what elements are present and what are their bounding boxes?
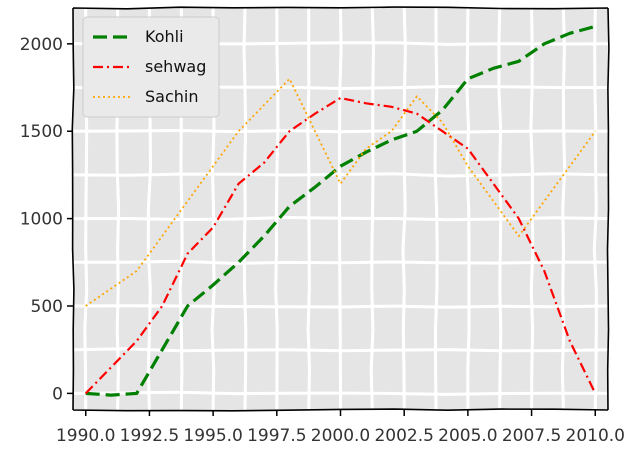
series-line-kohli <box>85 24 596 397</box>
y-gridline <box>73 128 608 134</box>
series-layer <box>84 24 597 397</box>
series-line-sachin <box>85 77 597 307</box>
x-tick-label: 2010.0 <box>566 426 624 446</box>
legend: Kohli sehwag Sachin <box>82 16 220 118</box>
y-minor-gridline <box>73 172 608 178</box>
axis-ticks: 1990.0 1992.5 1995.0 1997.5 2000.0 2002.5 2005… <box>20 35 624 446</box>
x-gridline <box>274 8 280 410</box>
x-minor-gridline <box>560 8 567 410</box>
y-tick-label: 500 <box>31 297 63 317</box>
x-gridline <box>401 8 407 410</box>
legend-label: Sachin <box>145 87 198 106</box>
y-minor-gridline <box>73 259 608 265</box>
y-tick-label: 1000 <box>20 210 63 230</box>
series-line-sehwag <box>84 96 597 395</box>
x-tick-label: 1992.5 <box>120 426 179 446</box>
plot-frame <box>71 6 610 412</box>
x-minor-gridline <box>497 8 503 410</box>
x-tick-label: 2002.5 <box>374 426 433 446</box>
x-gridline <box>529 8 535 410</box>
x-gridline <box>465 8 471 410</box>
x-minor-gridline <box>369 8 376 410</box>
y-gridline <box>73 304 608 309</box>
x-tick-label: 1990.0 <box>56 426 115 446</box>
y-tick-label: 2000 <box>20 35 63 55</box>
x-tick-label: 2000.0 <box>311 426 370 446</box>
y-tick-label: 1500 <box>20 122 63 142</box>
y-gridline <box>73 390 608 396</box>
y-tick-label: 0 <box>52 384 63 404</box>
legend-label: sehwag <box>145 57 206 76</box>
x-tick-label: 2007.5 <box>502 426 561 446</box>
x-tick-label: 1997.5 <box>247 426 306 446</box>
x-gridline <box>592 8 598 410</box>
legend-box <box>82 16 220 118</box>
x-minor-gridline <box>433 8 439 410</box>
y-gridline <box>73 215 608 222</box>
x-minor-gridline <box>306 8 312 410</box>
x-gridline <box>337 8 343 410</box>
x-minor-gridline <box>242 8 248 410</box>
x-tick-label: 1995.0 <box>183 426 242 446</box>
legend-label: Kohli <box>145 27 184 46</box>
x-tick-label: 2005.0 <box>438 426 497 446</box>
